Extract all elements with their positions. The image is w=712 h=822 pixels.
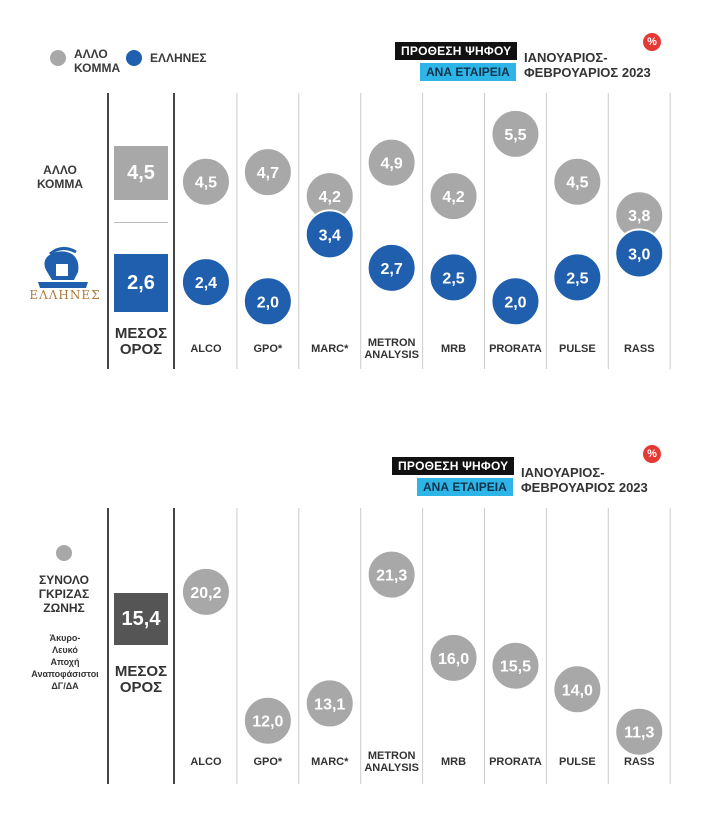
panel2-value-label: 11,3	[624, 725, 654, 742]
panel1-dot-b	[366, 242, 417, 293]
panel2-category-label: ALCO	[190, 756, 222, 768]
panel1-category-label: MARC*	[311, 343, 349, 355]
grey-zone-detail: Άκυρο- Λευκό Αποχή Αναποφάσιστοι ΔΓ/ΔΑ	[31, 633, 99, 691]
panel2-category-label: MARC*	[311, 756, 349, 768]
panel1-dot-a	[428, 171, 479, 222]
panel2-category-label: RASS	[624, 756, 655, 768]
panel1-category-label: PULSE	[559, 343, 596, 355]
panel2-category-label: MRB	[441, 756, 466, 768]
legend-dot-ellines	[126, 50, 142, 66]
legend-label-ellines: ΕΛΛΗΝΕΣ	[150, 51, 207, 65]
percent-icon-2: %	[643, 445, 661, 463]
panel1-value-label: 2,0	[504, 294, 526, 311]
panel1-category-label: MRB	[441, 343, 466, 355]
panel1-dot-b	[552, 252, 603, 303]
panel1-value-label: 5,5	[504, 127, 526, 144]
panel2-category-label: GPO*	[253, 756, 282, 768]
legend-label-other: ΑΛΛΟ ΚΟΜΜΑ	[74, 47, 121, 75]
header-period-2: ΙΑΝΟΥΑΡΙΟΣ- ΦΕΒΡΟΥΑΡΙΟΣ 2023	[521, 465, 648, 495]
panel1-value-label: 4,9	[381, 156, 403, 173]
divider-avg-2	[173, 508, 175, 784]
panel1-category-label: METRON	[368, 337, 416, 349]
panel1-value-label: 3,4	[319, 227, 341, 244]
panel1-dot-b	[180, 257, 231, 308]
panel2-dot-a	[552, 664, 603, 715]
ellines-logo: ΕΛΛΗΝΕΣ	[28, 246, 102, 306]
panel1-value-label: 3,8	[628, 208, 650, 225]
avg-box-ellines: 2,6	[114, 254, 168, 312]
panel1-category-label: RASS	[624, 343, 655, 355]
header-period: ΙΑΝΟΥΑΡΙΟΣ- ΦΕΒΡΟΥΑΡΙΟΣ 2023	[524, 50, 651, 80]
header-badge-vote-intention-2: ΠΡΟΘΕΣΗ ΨΗΦΟΥ	[392, 457, 515, 475]
avg-box-grey-zone: 15,4	[114, 593, 168, 645]
panel1-category-label: ANALYSIS	[364, 349, 419, 361]
panel1-dot-b	[304, 209, 355, 260]
panel1-dot-a	[242, 147, 293, 198]
avg-label: ΜΕΣΟΣ ΟΡΟΣ	[114, 325, 168, 358]
panel2-category-label: PRORATA	[489, 756, 542, 768]
avg-box-other: 4,5	[114, 146, 168, 200]
legend-dot-other	[50, 50, 66, 66]
header-badge-per-company: ΑΝΑ ΕΤΑΙΡΕΙΑ	[420, 63, 516, 81]
grey-zone-label: ΣΥΝΟΛΟ ΓΚΡΙΖΑΣ ΖΩΝΗΣ	[38, 573, 90, 615]
helmet-logo-icon	[38, 247, 88, 288]
panel2-value-label: 14,0	[562, 682, 593, 699]
panel1-dot-b	[242, 276, 293, 327]
panel1-value-label: 4,2	[442, 189, 464, 206]
panel2-value-label: 13,1	[314, 696, 345, 713]
panel1-dot-a	[552, 156, 603, 207]
divider-avg-1	[173, 93, 175, 369]
panel1-category-label: PRORATA	[489, 343, 542, 355]
panel2-category-label: PULSE	[559, 756, 596, 768]
panel2-category-label: METRON	[368, 750, 416, 762]
panel2-value-label: 20,2	[190, 585, 221, 602]
panel2-dot-a	[304, 678, 355, 729]
panel1-value-label: 3,0	[628, 246, 650, 263]
panel1-value-label: 2,5	[566, 270, 588, 287]
panel1-value-label: 2,5	[442, 270, 464, 287]
panel1-value-label: 4,7	[257, 165, 279, 182]
panel1-category-label: ALCO	[190, 343, 222, 355]
header-badge-per-company-2: ΑΝΑ ΕΤΑΙΡΕΙΑ	[417, 478, 513, 496]
panel1-dot-a	[490, 108, 541, 159]
panel2-dot-a	[428, 632, 479, 683]
panel2-value-label: 16,0	[438, 651, 469, 668]
logo-text: ΕΛΛΗΝΕΣ	[29, 288, 101, 302]
legend-dot-grey-zone	[56, 545, 72, 561]
panel2-dot-a	[614, 706, 665, 757]
avg-separator	[114, 222, 168, 223]
divider-left-1	[107, 93, 109, 369]
panel2-value-label: 15,5	[500, 659, 531, 676]
panel1-category-label: GPO*	[253, 343, 282, 355]
panel1-value-label: 4,5	[566, 175, 588, 192]
row-label-other: ΑΛΛΟ ΚΟΜΜΑ	[36, 163, 84, 191]
header-badge-vote-intention: ΠΡΟΘΕΣΗ ΨΗΦΟΥ	[395, 42, 518, 60]
panel2-dot-a	[180, 566, 231, 617]
panel1-dot-b	[428, 252, 479, 303]
panel1-value-label: 4,2	[319, 189, 341, 206]
panel2-dot-a	[242, 695, 293, 746]
panel2-value-label: 21,3	[376, 568, 407, 585]
panel1-value-label: 4,5	[195, 175, 217, 192]
panel2-dot-a	[490, 640, 541, 691]
percent-icon: %	[643, 33, 661, 51]
avg-label-2: ΜΕΣΟΣ ΟΡΟΣ	[114, 663, 168, 696]
panel1-value-label: 2,7	[381, 261, 403, 278]
panel1-dot-b	[490, 276, 541, 327]
panel2-category-label: ANALYSIS	[364, 762, 419, 774]
panel1-dot-b	[614, 228, 665, 279]
panel1-dot-a	[366, 137, 417, 188]
panel2-dot-a	[366, 549, 417, 600]
panel2-value-label: 12,0	[252, 714, 283, 731]
divider-left-2	[107, 508, 109, 784]
panel1-value-label: 2,0	[257, 294, 279, 311]
panel1-dot-a	[180, 156, 231, 207]
panel1-value-label: 2,4	[195, 275, 217, 292]
